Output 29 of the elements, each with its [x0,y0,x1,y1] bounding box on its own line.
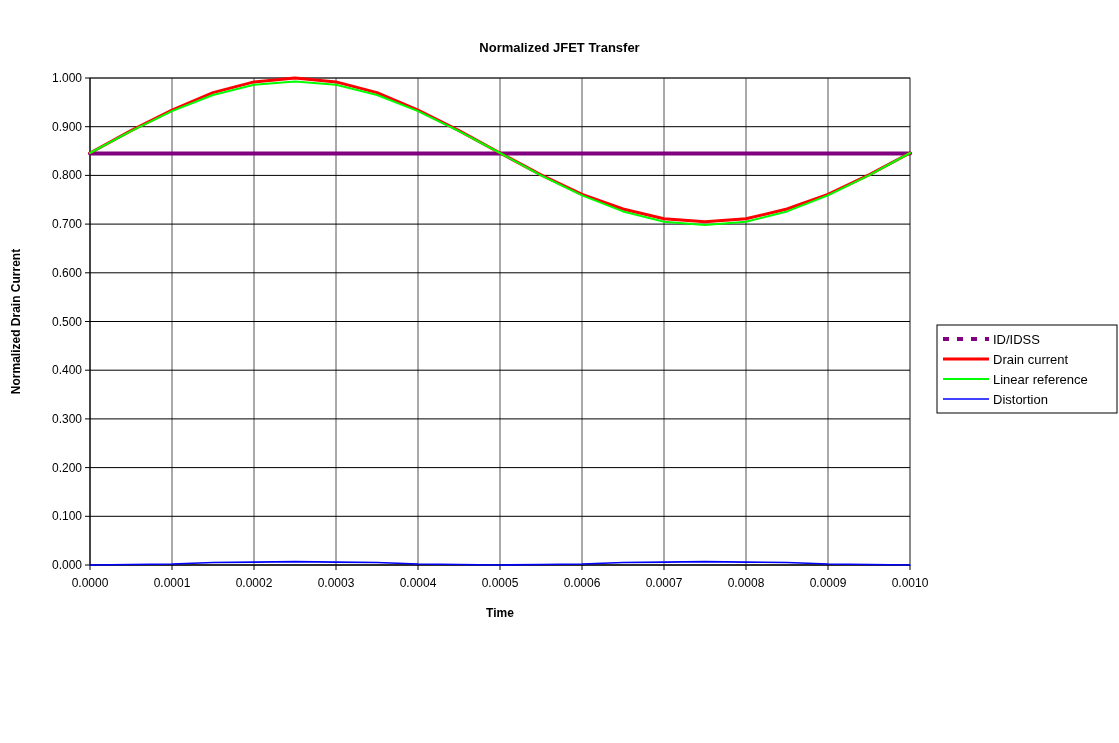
y-tick-label: 0.600 [51,265,83,280]
x-tick-label: 0.0002 [235,576,273,590]
x-tick-label: 0.0006 [563,576,601,590]
chart-title: Normalized JFET Transfer [479,40,640,55]
y-tick-label: 0.000 [51,558,83,572]
y-tick-label: 1.000 [51,71,83,85]
y-tick-label: 0.400 [51,363,83,378]
x-tick-label: 0.0004 [399,576,437,590]
x-tick-label: 0.0008 [727,576,765,590]
legend-label: Linear reference [993,372,1088,387]
legend-label: Drain current [993,352,1069,367]
x-tick-label: 0.0001 [153,576,191,590]
y-axis-title: Normalized Drain Current [9,248,23,395]
legend-label: ID/IDSS [993,332,1041,347]
x-axis-title: Time [486,606,515,620]
y-tick-label: 0.500 [51,314,83,329]
y-tick-label: 0.300 [51,411,83,426]
x-tick-label: 0.0010 [891,576,929,590]
legend-label: Distortion [993,392,1048,407]
y-tick-label: 0.200 [51,460,83,475]
y-tick-label: 0.900 [51,119,83,134]
x-tick-label: 0.0005 [481,576,519,590]
x-tick-label: 0.0009 [809,576,847,590]
y-tick-label: 0.800 [51,168,83,183]
x-tick-label: 0.0007 [645,576,683,590]
x-tick-label: 0.0000 [71,576,109,590]
y-tick-label: 0.100 [51,509,83,524]
x-tick-label: 0.0003 [317,576,355,590]
y-tick-label: 0.700 [51,217,83,232]
